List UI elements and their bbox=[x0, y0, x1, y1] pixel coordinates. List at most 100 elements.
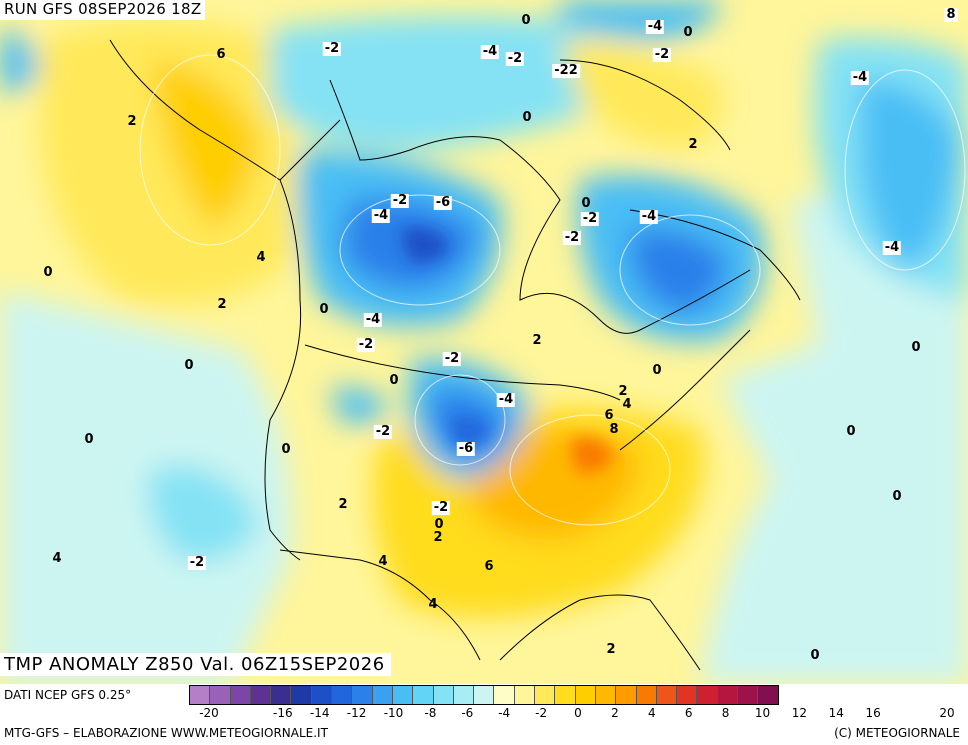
data-source: DATI NCEP GFS 0.25° bbox=[4, 688, 132, 702]
contour-label: -4 bbox=[639, 209, 659, 224]
color-scale-tick-label: 12 bbox=[791, 706, 808, 720]
contour-label: -4 bbox=[363, 312, 383, 327]
color-scale-tick-label: 0 bbox=[574, 706, 582, 720]
contour-label: 0 bbox=[434, 517, 444, 532]
map-field bbox=[0, 0, 968, 684]
color-scale-tick-label: -14 bbox=[309, 706, 330, 720]
color-swatch bbox=[656, 686, 678, 704]
color-swatch bbox=[738, 686, 759, 704]
color-scale-tick-label: 10 bbox=[754, 706, 771, 720]
contour-label: 2 bbox=[127, 114, 137, 129]
contour-label: 2 bbox=[532, 333, 542, 348]
contour-label: -4 bbox=[480, 44, 500, 59]
contour-label: 6 bbox=[604, 408, 614, 423]
contour-label: 4 bbox=[52, 551, 62, 566]
contour-label: -6 bbox=[456, 441, 476, 456]
contour-label: 0 bbox=[810, 648, 820, 663]
color-scale-bar bbox=[189, 685, 779, 705]
contour-label: -2 bbox=[652, 47, 672, 62]
color-scale-tick-label: -8 bbox=[424, 706, 437, 720]
variable-title: TMP ANOMALY Z850 Val. 06Z15SEP2026 bbox=[0, 653, 391, 676]
contour-label: 2 bbox=[433, 530, 443, 545]
contour-label: 0 bbox=[911, 340, 921, 355]
color-swatch bbox=[697, 686, 718, 704]
contour-label: 2 bbox=[217, 297, 227, 312]
contour-label: -2 bbox=[390, 193, 410, 208]
contour-label: 4 bbox=[256, 250, 266, 265]
color-swatch bbox=[372, 686, 393, 704]
contour-label: 4 bbox=[378, 554, 388, 569]
color-scale-tick-label: -6 bbox=[461, 706, 474, 720]
contour-label: -2 bbox=[373, 424, 393, 439]
contour-label: 0 bbox=[281, 442, 291, 457]
contour-label: 0 bbox=[184, 358, 194, 373]
contour-label: 2 bbox=[688, 137, 698, 152]
anomaly-map: RUN GFS 08SEP2026 18Z TMP ANOMALY Z850 V… bbox=[0, 0, 968, 684]
color-swatch bbox=[230, 686, 251, 704]
contour-label: 2 bbox=[338, 497, 348, 512]
color-swatch bbox=[453, 686, 475, 704]
color-scale-tick-label: -4 bbox=[498, 706, 511, 720]
contour-label: 0 bbox=[683, 25, 693, 40]
color-scale-tick-label: 8 bbox=[721, 706, 730, 720]
color-swatch bbox=[575, 686, 596, 704]
contour-label: -4 bbox=[850, 70, 870, 85]
color-scale-tick-label: -2 bbox=[535, 706, 548, 720]
color-swatch bbox=[616, 686, 637, 704]
contour-label: -2 bbox=[356, 337, 376, 352]
contour-label: 8 bbox=[944, 7, 958, 22]
contour-label: -2 bbox=[322, 41, 342, 56]
contour-label: 0 bbox=[522, 110, 532, 125]
credit-left: MTG-GFS – ELABORAZIONE WWW.METEOGIORNALE… bbox=[4, 726, 328, 740]
contour-label: 0 bbox=[521, 13, 531, 28]
contour-label: 6 bbox=[216, 47, 226, 62]
color-swatch bbox=[535, 686, 556, 704]
color-scale-tick-label: 4 bbox=[647, 706, 656, 720]
color-scale-tick-label: -16 bbox=[272, 706, 293, 720]
contour-label: -2 bbox=[431, 500, 451, 515]
color-scale-tick-label: 6 bbox=[684, 706, 693, 720]
color-swatch bbox=[413, 686, 434, 704]
color-swatch bbox=[636, 686, 657, 704]
color-swatch bbox=[494, 686, 515, 704]
color-swatch bbox=[271, 686, 292, 704]
color-swatch bbox=[352, 686, 373, 704]
color-swatch bbox=[433, 686, 454, 704]
color-scale-tick-label: 20 bbox=[939, 706, 955, 720]
color-scale-tick-label: -12 bbox=[346, 706, 367, 720]
color-swatch bbox=[677, 686, 698, 704]
color-swatch bbox=[474, 686, 495, 704]
contour-label: 0 bbox=[652, 363, 662, 378]
contour-label: -2 bbox=[187, 555, 207, 570]
color-swatch bbox=[555, 686, 576, 704]
contour-label: -4 bbox=[371, 208, 391, 223]
contour-label: 2 bbox=[618, 384, 628, 399]
color-scale-tick-label: 14 bbox=[828, 706, 844, 720]
footer: DATI NCEP GFS 0.25° -20 -16 -14 -12 -10 -8 -6-… bbox=[0, 684, 968, 745]
contour-label: -2 bbox=[505, 51, 525, 66]
color-swatch bbox=[291, 686, 312, 704]
contour-label: -22 bbox=[552, 63, 580, 78]
contour-label: -4 bbox=[496, 392, 516, 407]
contour-label: 0 bbox=[581, 196, 591, 211]
color-swatch bbox=[758, 686, 778, 704]
contour-label: 6 bbox=[484, 559, 494, 574]
color-swatch bbox=[392, 686, 414, 704]
contour-label: 8 bbox=[609, 422, 619, 437]
contour-label: 0 bbox=[43, 265, 53, 280]
color-swatch bbox=[190, 686, 211, 704]
contour-label: 0 bbox=[846, 424, 856, 439]
color-swatch bbox=[250, 686, 272, 704]
color-scale-ticks: -20 -16 -14 -12 -10 -8 -6 -4 -2 0 2 4 6 8 10 12 14 16 20 bbox=[189, 706, 967, 722]
credit-right: (C) METEOGIORNALE bbox=[834, 726, 960, 740]
color-swatch bbox=[210, 686, 231, 704]
contour-label: 4 bbox=[622, 397, 632, 412]
contour-label: -2 bbox=[442, 351, 462, 366]
contour-label: 0 bbox=[319, 302, 329, 317]
contour-label: 0 bbox=[892, 489, 902, 504]
color-scale-tick-label: 16 bbox=[865, 706, 881, 720]
contour-label: 4 bbox=[428, 597, 438, 612]
contour-label: 0 bbox=[84, 432, 94, 447]
color-scale-tick-label: 2 bbox=[611, 706, 619, 720]
color-swatch bbox=[595, 686, 617, 704]
